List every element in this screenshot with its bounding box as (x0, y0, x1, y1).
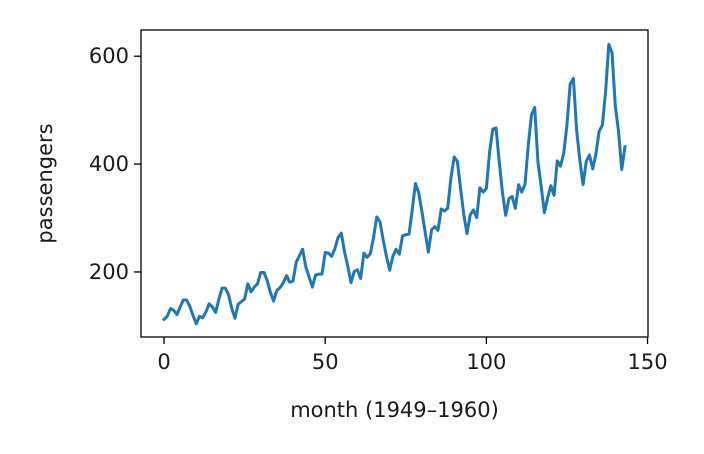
x-tick-label: 0 (157, 350, 170, 374)
x-tick-label: 150 (627, 350, 667, 374)
y-tick-label: 200 (89, 260, 129, 284)
x-tick-label: 50 (312, 350, 339, 374)
y-axis-label: passengers (33, 123, 57, 243)
x-axis: 0 50 100 150 (157, 337, 668, 374)
data-layer (161, 42, 627, 326)
y-tick-label: 600 (89, 44, 129, 68)
y-axis: 200 400 600 (89, 44, 141, 284)
series-line (161, 42, 627, 326)
y-tick-label: 400 (89, 152, 129, 176)
x-tick-label: 100 (466, 350, 506, 374)
plot-frame (140, 29, 649, 338)
x-axis-label: month (1949–1960) (290, 398, 499, 422)
